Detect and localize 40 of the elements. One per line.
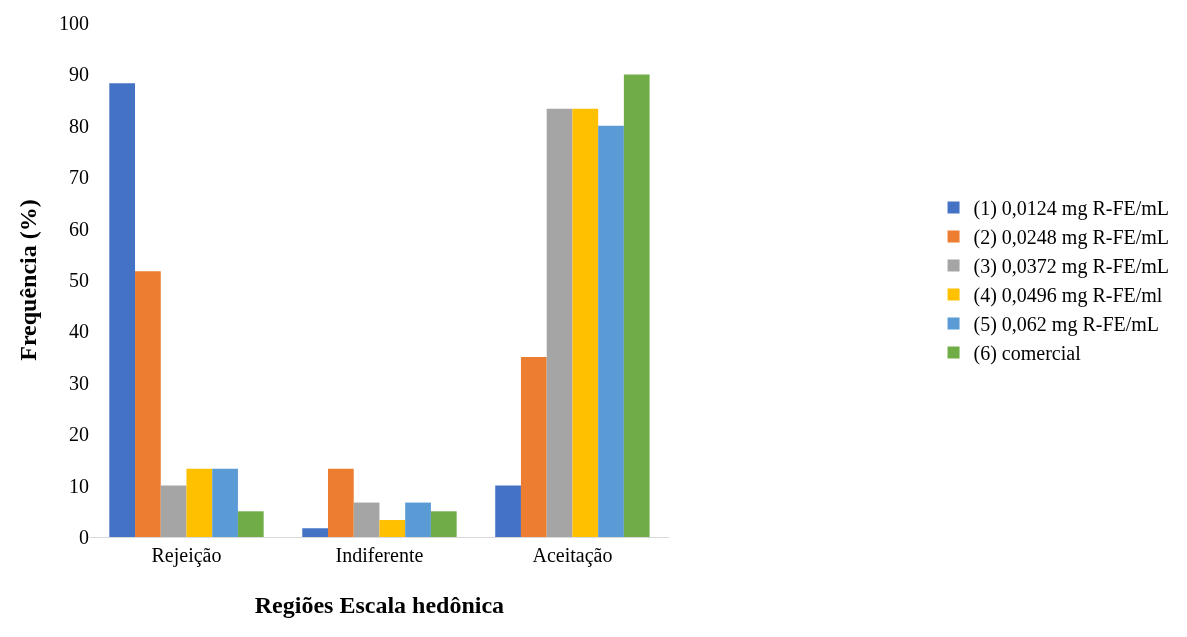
bar [237, 511, 264, 537]
y-tick-label: 100 [59, 12, 89, 34]
bar [405, 502, 431, 537]
bar [623, 74, 650, 537]
legend-label: (2) 0,0248 mg R-FE/mL [973, 226, 1170, 250]
y-tick-label: 0 [79, 526, 89, 548]
legend-label: (4) 0,0496 mg R-FE/ml [973, 284, 1163, 308]
x-tick-label: Indiferente [335, 544, 424, 566]
bar [135, 271, 161, 537]
y-tick-label: 10 [69, 474, 89, 497]
y-tick-label: 50 [69, 269, 89, 291]
y-tick-label: 70 [69, 166, 89, 189]
bar [546, 108, 573, 537]
y-tick-label: 30 [69, 371, 89, 394]
bar [430, 511, 457, 537]
bar [186, 468, 213, 537]
x-tick-label: Rejeição [151, 544, 222, 567]
bar [109, 83, 136, 537]
bar [212, 468, 238, 537]
bar [327, 468, 354, 537]
bar [379, 520, 406, 537]
bar [302, 528, 328, 537]
bar [353, 502, 380, 537]
bar [520, 357, 547, 537]
legend-label: (6) comercial [973, 342, 1082, 366]
y-axis-title: Frequência (%) [15, 199, 42, 361]
y-tick-label: 80 [69, 114, 89, 137]
bar [598, 125, 624, 537]
legend-label: (3) 0,0372 mg R-FE/mL [973, 255, 1170, 279]
legend-label: (1) 0,0124 mg R-FE/mL [973, 197, 1170, 221]
bar [160, 485, 187, 537]
bar [572, 108, 599, 537]
y-tick-label: 90 [69, 63, 89, 86]
y-tick-label: 20 [69, 423, 89, 446]
y-tick-label: 60 [69, 217, 89, 240]
x-tick-label: Aceitação [532, 544, 613, 567]
legend-label: (5) 0,062 mg R-FE/mL [973, 313, 1160, 337]
bar [495, 485, 521, 537]
x-axis-title: Regiões Escala hedônica [254, 592, 505, 619]
y-tick-label: 40 [69, 320, 89, 343]
